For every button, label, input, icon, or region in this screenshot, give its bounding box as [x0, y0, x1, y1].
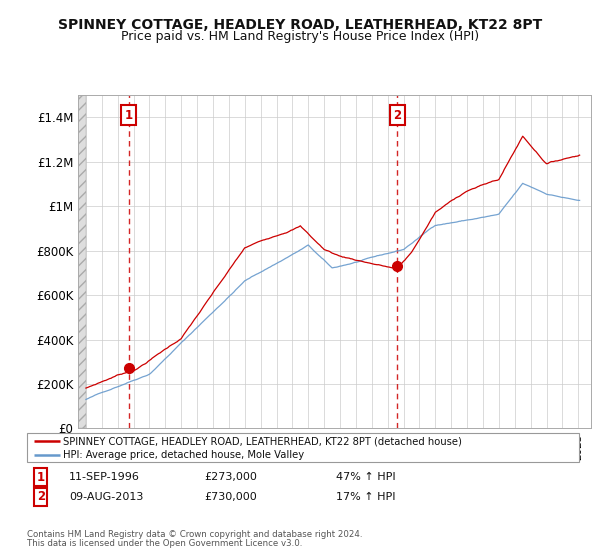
Text: SPINNEY COTTAGE, HEADLEY ROAD, LEATHERHEAD, KT22 8PT: SPINNEY COTTAGE, HEADLEY ROAD, LEATHERHE…	[58, 18, 542, 32]
Text: £273,000: £273,000	[204, 472, 257, 482]
Text: This data is licensed under the Open Government Licence v3.0.: This data is licensed under the Open Gov…	[27, 539, 302, 548]
Text: Contains HM Land Registry data © Crown copyright and database right 2024.: Contains HM Land Registry data © Crown c…	[27, 530, 362, 539]
Text: HPI: Average price, detached house, Mole Valley: HPI: Average price, detached house, Mole…	[63, 450, 304, 460]
Text: 09-AUG-2013: 09-AUG-2013	[69, 492, 143, 502]
Text: SPINNEY COTTAGE, HEADLEY ROAD, LEATHERHEAD, KT22 8PT (detached house): SPINNEY COTTAGE, HEADLEY ROAD, LEATHERHE…	[63, 436, 462, 446]
Text: £730,000: £730,000	[204, 492, 257, 502]
Bar	[78, 95, 86, 428]
Text: 11-SEP-1996: 11-SEP-1996	[69, 472, 140, 482]
Text: 1: 1	[37, 470, 45, 484]
Text: 2: 2	[37, 490, 45, 503]
Text: 17% ↑ HPI: 17% ↑ HPI	[336, 492, 395, 502]
Text: 47% ↑ HPI: 47% ↑ HPI	[336, 472, 395, 482]
Text: 1: 1	[125, 109, 133, 122]
Text: 2: 2	[393, 109, 401, 122]
Text: Price paid vs. HM Land Registry's House Price Index (HPI): Price paid vs. HM Land Registry's House …	[121, 30, 479, 43]
